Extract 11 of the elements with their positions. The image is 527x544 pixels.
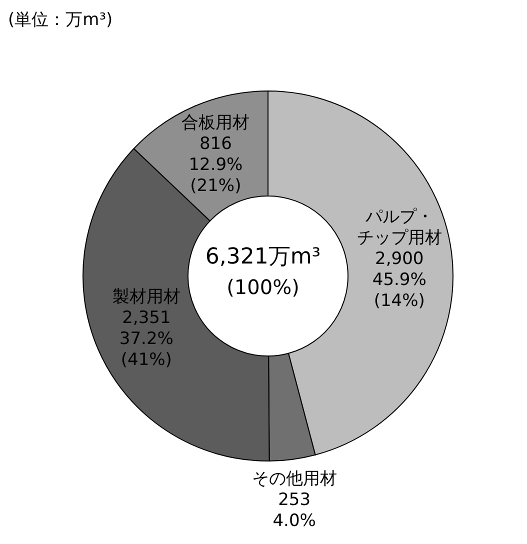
slice-label: 合板用材 xyxy=(182,112,250,133)
text: (100%) xyxy=(226,275,300,299)
data-label: 2,900 45.9% (14%) xyxy=(372,248,426,311)
text: 6,321万m³ xyxy=(205,244,321,270)
data-label: 816 12.9% (21%) xyxy=(188,134,243,196)
slice-label: その他用材 xyxy=(252,469,337,490)
text: (単位：万m³) xyxy=(8,9,114,32)
data-label: 2,351 37.2% (41%) xyxy=(119,308,174,370)
slice-label: パルプ・チップ用材 xyxy=(356,206,442,248)
slice-label: 製材用材 xyxy=(112,287,180,308)
data-label: 253 4.0% xyxy=(272,490,316,532)
